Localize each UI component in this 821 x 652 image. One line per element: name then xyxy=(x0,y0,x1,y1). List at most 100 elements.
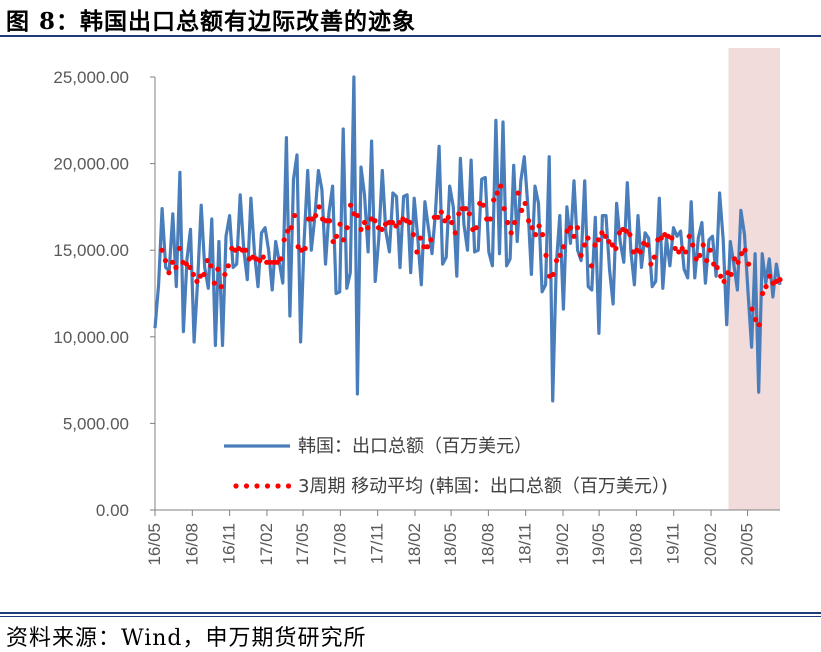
moving-average-point xyxy=(627,232,632,237)
moving-average-point xyxy=(453,230,458,235)
moving-average-point xyxy=(159,248,164,253)
moving-average-point xyxy=(243,248,248,253)
x-tick-label: 19/02 xyxy=(553,523,572,566)
moving-average-point xyxy=(219,284,224,289)
moving-average-point xyxy=(212,281,217,286)
moving-average-point xyxy=(439,209,444,214)
moving-average-point xyxy=(638,249,643,254)
moving-average-point xyxy=(540,232,545,237)
legend-swatch-moving-average xyxy=(275,483,280,488)
moving-average-point xyxy=(575,225,580,230)
moving-average-point xyxy=(746,261,751,266)
y-tick-label: 0.00 xyxy=(96,501,129,520)
moving-average-point xyxy=(344,225,349,230)
moving-average-point xyxy=(303,246,308,251)
moving-average-point xyxy=(645,242,650,247)
moving-average-point xyxy=(341,237,346,242)
moving-average-point xyxy=(585,235,590,240)
moving-average-point xyxy=(488,216,493,221)
moving-average-point xyxy=(533,232,538,237)
legend-swatch-moving-average xyxy=(254,483,259,488)
moving-average-point xyxy=(756,322,761,327)
y-tick-label: 5,000.00 xyxy=(63,414,129,433)
moving-average-point xyxy=(760,291,765,296)
legend-label-exports: 韩国：出口总额（百万美元） xyxy=(298,436,532,457)
x-tick-label: 16/11 xyxy=(220,523,239,564)
moving-average-point xyxy=(191,272,196,277)
moving-average-point xyxy=(701,242,706,247)
moving-average-point xyxy=(330,239,335,244)
moving-average-point xyxy=(289,225,294,230)
legend-swatch-moving-average xyxy=(244,483,249,488)
moving-average-point xyxy=(690,242,695,247)
moving-average-point xyxy=(736,260,741,265)
moving-average-point xyxy=(543,253,548,258)
moving-average-point xyxy=(749,306,754,311)
moving-average-point xyxy=(278,256,283,261)
y-tick-label: 15,000.00 xyxy=(53,241,129,260)
moving-average-point xyxy=(652,255,657,260)
moving-average-point xyxy=(557,253,562,258)
line-chart: 0.00 5,000.00 10,000.00 15,000.00 20,000.00 2… xyxy=(0,0,821,610)
moving-average-point xyxy=(282,237,287,242)
moving-average-point xyxy=(715,265,720,270)
moving-average-point xyxy=(592,242,597,247)
moving-average-point xyxy=(166,270,171,275)
moving-average-point xyxy=(568,225,573,230)
moving-average-point xyxy=(194,279,199,284)
legend-label-moving-average: 3周期 移动平均 (韩国：出口总额（百万美元）) xyxy=(298,476,668,497)
x-tick-label: 16/05 xyxy=(145,523,164,566)
moving-average-point xyxy=(505,220,510,225)
moving-average-point xyxy=(519,208,524,213)
moving-average-point xyxy=(446,215,451,220)
moving-average-point xyxy=(292,213,297,218)
x-tick-label: 19/11 xyxy=(664,523,683,564)
moving-average-point xyxy=(170,260,175,265)
moving-average-point xyxy=(578,253,583,258)
x-tick-label: 20/05 xyxy=(738,523,757,566)
moving-average-point xyxy=(742,248,747,253)
moving-average-point xyxy=(613,246,618,251)
x-tick-label: 17/11 xyxy=(368,523,387,564)
moving-average-point xyxy=(201,272,206,277)
moving-average-point xyxy=(365,225,370,230)
bottom-rule xyxy=(0,612,821,614)
moving-average-point xyxy=(474,225,479,230)
legend-swatch-moving-average xyxy=(233,483,238,488)
moving-average-point xyxy=(523,201,528,206)
moving-average-point xyxy=(502,206,507,211)
moving-average-point xyxy=(722,279,727,284)
moving-average-point xyxy=(187,265,192,270)
moving-average-point xyxy=(173,265,178,270)
legend-swatch-moving-average xyxy=(286,483,291,488)
moving-average-point xyxy=(414,249,419,254)
moving-average-point xyxy=(215,267,220,272)
moving-average-point xyxy=(669,235,674,240)
moving-average-point xyxy=(407,220,412,225)
moving-average-point xyxy=(648,261,653,266)
moving-average-point xyxy=(208,263,213,268)
moving-average-point xyxy=(687,234,692,239)
moving-average-point xyxy=(449,220,454,225)
moving-average-point xyxy=(516,190,521,195)
x-tick-label: 16/08 xyxy=(182,523,201,566)
moving-average-point xyxy=(411,232,416,237)
x-tick-label: 18/08 xyxy=(478,523,497,566)
moving-average-point xyxy=(226,263,231,268)
x-tick-label: 19/08 xyxy=(626,523,645,566)
moving-average-point xyxy=(596,237,601,242)
moving-average-point xyxy=(526,218,531,223)
moving-average-point xyxy=(435,215,440,220)
moving-average-point xyxy=(589,263,594,268)
x-tick-label: 18/11 xyxy=(516,523,535,564)
moving-average-point xyxy=(561,244,566,249)
moving-average-point xyxy=(372,218,377,223)
moving-average-point xyxy=(767,274,772,279)
moving-average-point xyxy=(509,230,514,235)
x-tick-label: 17/02 xyxy=(257,523,276,566)
moving-average-point xyxy=(467,211,472,216)
moving-average-point xyxy=(729,272,734,277)
moving-average-point xyxy=(456,211,461,216)
moving-average-point xyxy=(697,253,702,258)
bottom-rule-thin xyxy=(0,616,821,617)
